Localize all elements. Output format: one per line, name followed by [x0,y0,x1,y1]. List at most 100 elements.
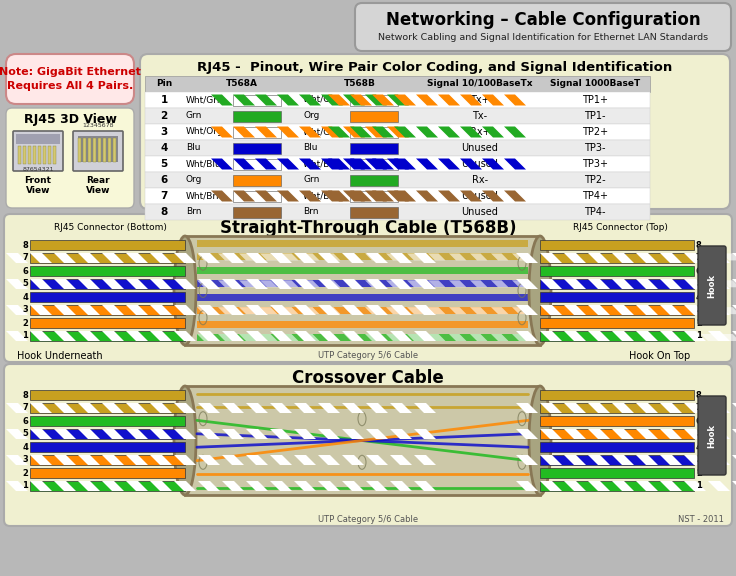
Bar [53,146,56,164]
FancyBboxPatch shape [6,54,134,104]
Text: 3: 3 [22,456,28,464]
Polygon shape [6,481,28,491]
Polygon shape [638,307,656,314]
Polygon shape [659,307,676,314]
Polygon shape [732,403,736,413]
Polygon shape [636,279,658,289]
Polygon shape [390,253,412,263]
Polygon shape [299,127,321,138]
Text: 1: 1 [696,332,702,340]
FancyBboxPatch shape [4,364,732,526]
Polygon shape [239,307,257,314]
Polygon shape [102,279,124,289]
Polygon shape [218,281,236,287]
Polygon shape [302,281,319,287]
Polygon shape [428,307,445,314]
Polygon shape [390,429,412,439]
Polygon shape [680,253,698,260]
Text: 4: 4 [22,293,28,301]
Polygon shape [222,305,244,315]
Bar [18,146,21,164]
Bar [197,267,528,274]
Polygon shape [78,253,100,263]
Polygon shape [197,307,214,314]
Polygon shape [407,334,425,341]
Text: T568B: T568B [344,79,376,89]
Polygon shape [722,334,736,341]
Polygon shape [174,279,196,289]
Polygon shape [387,158,409,169]
Polygon shape [30,481,52,491]
Bar [30,253,185,263]
Polygon shape [343,191,365,202]
Polygon shape [732,279,736,289]
Bar [145,76,650,92]
Bar [145,92,650,108]
Text: Wht/Org: Wht/Org [186,127,224,137]
Text: 3: 3 [696,305,701,314]
Polygon shape [198,253,220,263]
Polygon shape [540,305,562,315]
Polygon shape [617,281,634,287]
Polygon shape [512,307,529,314]
Ellipse shape [529,386,551,495]
Polygon shape [636,331,658,341]
Polygon shape [588,455,610,465]
Polygon shape [150,455,172,465]
Polygon shape [407,253,425,260]
Text: 5: 5 [22,430,28,438]
Polygon shape [612,279,634,289]
Polygon shape [294,429,316,439]
Bar [38,146,41,164]
Text: 87654321: 87654321 [22,167,54,172]
Polygon shape [732,481,736,491]
Polygon shape [701,334,718,341]
Polygon shape [211,94,233,105]
Polygon shape [30,279,52,289]
Bar [540,455,694,465]
Polygon shape [246,305,268,315]
Polygon shape [428,253,445,260]
Polygon shape [342,279,364,289]
Polygon shape [366,305,388,315]
Polygon shape [512,334,529,341]
Polygon shape [636,253,658,263]
Polygon shape [449,281,467,287]
Text: Networking – Cable Configuration: Networking – Cable Configuration [386,11,701,29]
Polygon shape [554,253,571,260]
Text: 5: 5 [696,279,702,289]
Bar [540,416,694,426]
Bar [16,134,60,144]
Polygon shape [416,127,438,138]
FancyBboxPatch shape [13,131,63,171]
Polygon shape [365,281,383,287]
Polygon shape [302,307,319,314]
Polygon shape [260,307,277,314]
Polygon shape [588,331,610,341]
Polygon shape [294,253,316,263]
Text: Wht/Grn: Wht/Grn [186,96,224,104]
Text: 1: 1 [22,482,28,491]
Polygon shape [540,455,562,465]
Polygon shape [198,279,220,289]
Polygon shape [6,253,28,263]
Polygon shape [78,305,100,315]
Polygon shape [660,305,682,315]
Polygon shape [126,429,148,439]
Polygon shape [708,455,730,465]
Polygon shape [617,334,634,341]
Text: Straight-Through Cable (T568B): Straight-Through Cable (T568B) [220,219,516,237]
Polygon shape [564,305,586,315]
Text: 2: 2 [696,468,702,478]
Polygon shape [277,191,299,202]
Text: 2: 2 [22,468,28,478]
FancyBboxPatch shape [4,214,732,362]
Polygon shape [6,331,28,341]
Polygon shape [504,127,526,138]
Polygon shape [588,403,610,413]
Polygon shape [302,253,319,260]
Polygon shape [321,94,343,105]
Bar [197,321,528,328]
Polygon shape [150,253,172,263]
Polygon shape [533,334,551,341]
